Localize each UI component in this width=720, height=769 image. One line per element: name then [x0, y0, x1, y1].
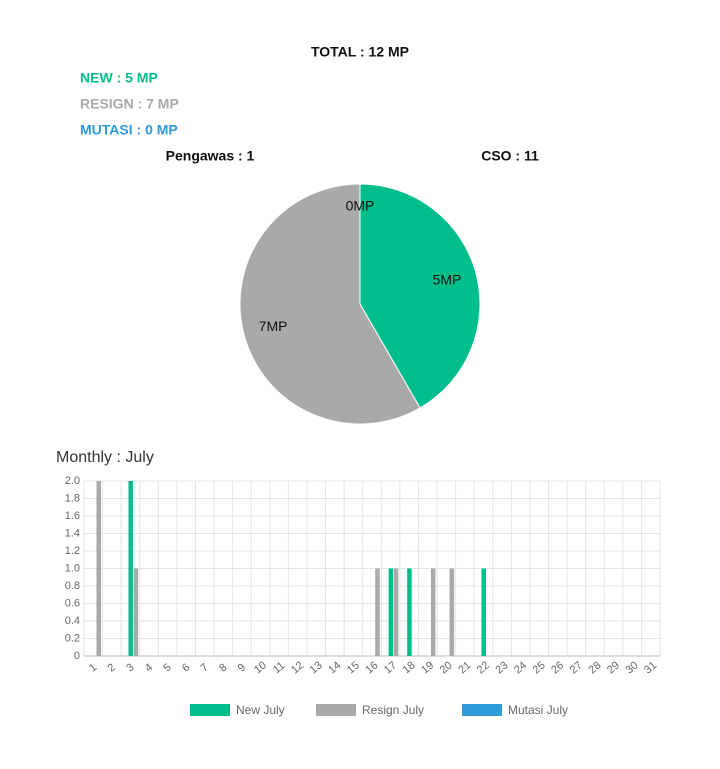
bar	[449, 568, 455, 656]
x-tick-label: 14	[326, 659, 343, 676]
pie-slice	[239, 183, 421, 425]
x-tick-label: 20	[438, 659, 455, 676]
bar	[96, 481, 101, 656]
y-tick-label: 0.6	[65, 597, 80, 609]
y-tick-label: 1.4	[65, 527, 80, 539]
x-tick-label: 9	[236, 661, 248, 674]
bar	[133, 568, 139, 656]
bar	[388, 568, 394, 656]
x-tick-label: 28	[586, 659, 603, 676]
bar	[128, 481, 133, 656]
y-tick-label: 0.2	[65, 632, 80, 644]
bar	[430, 568, 436, 656]
legend-swatch[interactable]	[462, 704, 502, 716]
legend-label[interactable]: Resign July	[362, 703, 424, 717]
x-tick-label: 15	[345, 659, 362, 676]
x-tick-label: 6	[180, 661, 192, 674]
new-count: NEW : 5 MP	[80, 70, 158, 86]
bar	[481, 568, 486, 656]
x-tick-label: 30	[624, 659, 641, 676]
x-tick-label: 17	[382, 659, 399, 676]
x-tick-label: 11	[271, 660, 287, 677]
y-tick-label: 1.6	[65, 510, 80, 522]
bar	[393, 568, 399, 656]
legend-label[interactable]: Mutasi July	[508, 703, 568, 717]
x-tick-label: 26	[549, 659, 566, 676]
slice-label: 7MP	[259, 318, 288, 334]
x-tick-label: 1	[87, 661, 99, 674]
pengawas: Pengawas : 1	[166, 148, 255, 164]
mutasi-count: MUTASI : 0 MP	[80, 122, 178, 138]
cso: CSO : 11	[481, 148, 539, 164]
x-tick-label: 25	[531, 659, 548, 676]
x-tick-label: 27	[568, 659, 585, 676]
x-tick-label: 16	[363, 659, 380, 676]
y-tick-label: 1.2	[65, 545, 80, 557]
x-tick-label: 8	[217, 661, 229, 674]
y-tick-label: 0.4	[65, 615, 80, 627]
x-tick-label: 10	[252, 659, 269, 676]
x-tick-label: 21	[456, 659, 473, 676]
pie-slice	[359, 183, 481, 409]
x-tick-label: 31	[642, 659, 659, 676]
y-tick-label: 0.8	[65, 580, 80, 592]
x-tick-label: 22	[475, 659, 492, 676]
y-tick-label: 1.8	[65, 492, 80, 504]
x-tick-label: 5	[161, 661, 173, 674]
x-tick-label: 24	[512, 659, 529, 676]
x-tick-label: 3	[124, 661, 136, 674]
x-tick-label: 2	[106, 661, 118, 674]
bar-title: Monthly : July	[56, 449, 154, 466]
bar	[407, 568, 412, 656]
legend-swatch[interactable]	[190, 704, 230, 716]
y-tick-label: 0	[74, 650, 80, 662]
legend-label[interactable]: New July	[236, 703, 285, 717]
bar	[375, 568, 380, 656]
x-tick-label: 13	[308, 659, 325, 676]
slice-label: 5MP	[433, 271, 462, 287]
x-tick-label: 7	[199, 661, 211, 674]
legend-swatch[interactable]	[316, 704, 356, 716]
x-tick-label: 19	[419, 659, 436, 676]
x-tick-label: 4	[143, 661, 155, 674]
x-tick-label: 23	[493, 659, 510, 676]
resign-count: RESIGN : 7 MP	[80, 96, 179, 112]
total: TOTAL : 12 MP	[311, 44, 409, 60]
x-tick-label: 29	[605, 659, 622, 676]
slice-label: 0MP	[346, 198, 375, 214]
x-tick-label: 18	[401, 659, 418, 676]
y-tick-label: 1.0	[65, 562, 80, 574]
x-tick-label: 12	[289, 659, 306, 676]
y-tick-label: 2.0	[65, 475, 80, 487]
